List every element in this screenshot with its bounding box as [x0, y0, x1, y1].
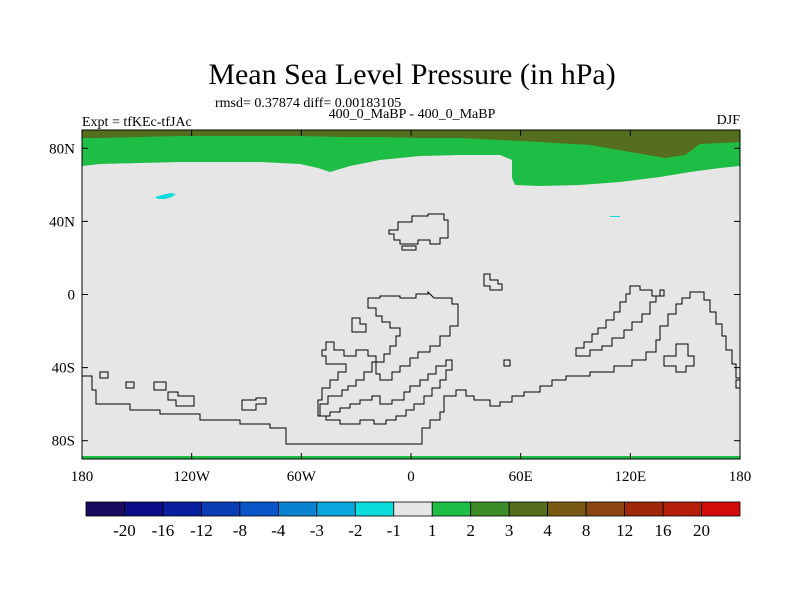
contour-small-8 — [167, 391, 195, 407]
contour-north-eurasia — [388, 213, 449, 245]
colorbar-label-8: 1 — [428, 521, 437, 540]
colorbar-box-1 — [124, 501, 164, 517]
colorbar-box-14 — [624, 501, 664, 517]
x-tick-label-0: 180 — [71, 469, 94, 485]
contour-small-3 — [503, 359, 511, 367]
x-tick-label-4: 60E — [509, 469, 533, 485]
contour-arabia — [483, 273, 503, 291]
colorbar-box-6 — [316, 501, 356, 517]
colorbar-box-11 — [508, 501, 549, 517]
y-tick-label-1: 40N — [49, 214, 75, 230]
colorbar-box-13 — [585, 501, 625, 517]
colorbar-label-10: 3 — [505, 521, 514, 540]
colorbar-label-6: -2 — [348, 521, 362, 540]
contour-lines — [82, 213, 741, 445]
colorbar-box-0 — [85, 501, 125, 517]
colorbar-label-12: 8 — [582, 521, 591, 540]
contour-small-7 — [153, 381, 167, 391]
colorbar-label-7: -1 — [387, 521, 401, 540]
colorbar-label-14: 16 — [655, 521, 672, 540]
chart-title: Mean Sea Level Pressure (in hPa) — [208, 58, 615, 91]
colorbar-box-9 — [431, 501, 472, 517]
contour-africa-west — [367, 290, 459, 381]
colorbar-box-3 — [201, 501, 241, 517]
colorbar-label-11: 4 — [543, 521, 552, 540]
colorbar-box-7 — [354, 501, 395, 517]
contour-australia-west — [663, 343, 695, 373]
x-tick-label-2: 60W — [287, 469, 317, 485]
y-tick-label-2: 0 — [68, 288, 76, 304]
small-negative-patch-2 — [610, 216, 620, 217]
colorbar-box-10 — [470, 501, 510, 517]
colorbar-label-15: 20 — [693, 521, 710, 540]
contour-small-9 — [241, 397, 267, 411]
contour-small-2 — [351, 317, 367, 333]
colorbar-label-1: -16 — [152, 521, 175, 540]
contour-small-5 — [99, 371, 109, 379]
colorbar-box-12 — [547, 501, 587, 517]
x-tick-label-5: 120E — [614, 469, 646, 485]
colorbar-label-5: -3 — [310, 521, 324, 540]
colorbar-label-9: 2 — [466, 521, 475, 540]
colorbar-label-0: -20 — [113, 521, 136, 540]
colorbar-box-8 — [393, 501, 433, 517]
contour-southwest — [317, 341, 453, 425]
x-tick-label-6: 180 — [729, 469, 752, 485]
contour-antarctic-main — [82, 291, 740, 445]
x-tick-label-3: 0 — [407, 469, 415, 485]
map-plot — [81, 129, 741, 460]
center-label: 400_0_MaBP - 400_0_MaBP — [329, 107, 496, 122]
colorbar-box-2 — [162, 501, 202, 517]
contour-small-1 — [401, 245, 417, 251]
season-label: DJF — [717, 113, 741, 128]
y-tick-label-3: 40S — [52, 361, 75, 377]
y-tick-label-4: 80S — [52, 434, 75, 450]
axis-ticks: 180 120W 60W 0 60E 120E 180 80N 40N 0 40S 80S — [49, 130, 751, 485]
colorbar-label-13: 12 — [616, 521, 633, 540]
contour-australia-east — [575, 285, 665, 357]
colorbar-box-4 — [239, 501, 279, 517]
colorbar-box-5 — [277, 501, 318, 517]
x-tick-label-1: 120W — [173, 469, 211, 485]
small-negative-patch — [155, 193, 176, 199]
experiment-label: Expt = tfKEc-tfJAc — [82, 115, 192, 130]
colorbar: -20 -16 -12 -8 -4 -3 -2 -1 1 2 3 4 8 12 16 20 — [85, 501, 741, 540]
colorbar-label-2: -12 — [190, 521, 213, 540]
colorbar-label-4: -4 — [271, 521, 286, 540]
colorbar-box-15 — [662, 501, 702, 517]
stats-label: rmsd= 0.37874 diff= 0.00183105 — [215, 96, 401, 111]
colorbar-box-16 — [701, 501, 741, 517]
colorbar-label-3: -8 — [233, 521, 247, 540]
y-tick-label-0: 80N — [49, 141, 75, 157]
arctic-band-3to4 — [82, 130, 740, 158]
contour-small-6 — [125, 381, 135, 389]
